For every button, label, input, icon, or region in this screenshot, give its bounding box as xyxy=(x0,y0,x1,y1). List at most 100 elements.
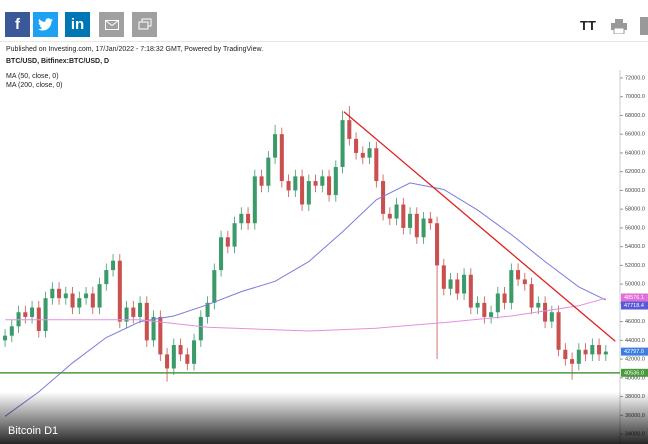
candle-body xyxy=(556,312,561,350)
y-tick-label: 44000.0 xyxy=(625,338,645,344)
candle-body xyxy=(543,302,548,322)
candle-body xyxy=(9,326,14,336)
legend-entry: MA (200, close, 0) xyxy=(6,82,63,89)
legend-entry: MA (50, close, 0) xyxy=(6,73,59,80)
divider xyxy=(0,41,648,42)
chart: 34000.036000.038000.040000.042000.044000… xyxy=(0,70,648,444)
candle-body xyxy=(327,176,332,196)
candle-body xyxy=(313,181,318,186)
candle-body xyxy=(549,312,554,322)
candle-body xyxy=(185,354,190,364)
candle-body xyxy=(144,302,149,341)
candle-body xyxy=(111,260,116,271)
candle-body xyxy=(360,152,365,158)
facebook-button[interactable]: f xyxy=(5,12,30,37)
y-tick-label: 72000.0 xyxy=(625,75,645,81)
symbol: BTC/USD, Bitfinex:BTC/USD, D xyxy=(6,58,110,65)
candle-body xyxy=(273,134,278,158)
y-tick-label: 42000.0 xyxy=(625,357,645,363)
y-tick-label: 68000.0 xyxy=(625,113,645,119)
y-tick-label: 52000.0 xyxy=(625,263,645,269)
price-label-box xyxy=(621,293,648,302)
candle-body xyxy=(205,302,210,317)
candle-body xyxy=(90,293,95,308)
caption: Bitcoin D1 xyxy=(8,425,58,437)
y-tick-label: 66000.0 xyxy=(625,132,645,138)
price-label: 48576.1 xyxy=(624,295,644,301)
y-tick-label: 54000.0 xyxy=(625,244,645,250)
candle-body xyxy=(293,176,298,191)
candle-body xyxy=(266,157,271,186)
candle-body xyxy=(516,270,521,280)
candle-body xyxy=(232,223,237,247)
candle-body xyxy=(239,213,244,224)
candle-body xyxy=(320,176,325,186)
candle-body xyxy=(394,204,399,219)
print-icon xyxy=(611,19,627,35)
candle-body xyxy=(151,316,156,341)
candle-body xyxy=(502,293,507,303)
candle-body xyxy=(171,345,176,369)
candle-body xyxy=(212,270,217,303)
candle-body xyxy=(23,312,28,317)
price-label-box xyxy=(621,301,648,310)
candle-body xyxy=(441,265,446,289)
candle-body xyxy=(367,148,372,158)
candle-body xyxy=(219,237,224,271)
y-tick-label: 64000.0 xyxy=(625,150,645,156)
candle-body xyxy=(50,288,55,299)
candle-body xyxy=(603,351,608,355)
candle-body xyxy=(77,298,82,308)
candle-body xyxy=(178,345,183,355)
candle-body xyxy=(138,302,143,317)
candle-body xyxy=(475,302,480,308)
copy-button[interactable] xyxy=(132,12,157,37)
y-tick-label: 62000.0 xyxy=(625,169,645,175)
twitter-button[interactable] xyxy=(33,12,58,37)
ma-line xyxy=(5,297,606,332)
candle-body xyxy=(536,302,541,308)
y-tick-label: 56000.0 xyxy=(625,225,645,231)
candle-body xyxy=(97,284,102,308)
candle-body xyxy=(333,166,338,196)
candle-body xyxy=(435,223,440,266)
bottom-shade xyxy=(0,392,648,444)
font-size-button[interactable]: TT xyxy=(580,18,596,33)
candle-body xyxy=(414,213,419,238)
candle-body xyxy=(3,335,8,341)
candle-body xyxy=(246,213,251,224)
print-button[interactable] xyxy=(611,19,627,39)
candle-body xyxy=(381,181,386,214)
candle-body xyxy=(117,260,122,322)
candle-body xyxy=(563,349,568,360)
candle-body xyxy=(70,293,75,308)
price-label: 40536.0 xyxy=(624,370,644,376)
candle-body xyxy=(340,120,345,167)
candle-body xyxy=(306,181,311,205)
candle-body xyxy=(43,298,48,331)
y-tick-label: 50000.0 xyxy=(625,282,645,288)
candle-body xyxy=(279,134,284,182)
share-edge xyxy=(640,17,648,35)
candle-body xyxy=(408,213,413,228)
candle-body xyxy=(455,279,460,294)
candle-body xyxy=(482,302,487,317)
price-label-box xyxy=(621,368,648,377)
candle-body xyxy=(468,274,473,308)
candle-body xyxy=(198,316,203,341)
email-button[interactable] xyxy=(99,12,124,37)
price-label: 47718.4 xyxy=(624,303,644,309)
trendline xyxy=(343,111,616,342)
candle-body xyxy=(387,213,392,219)
candle-body xyxy=(259,176,264,186)
candle-body xyxy=(401,204,406,228)
mail-icon xyxy=(104,19,119,30)
y-tick-label: 60000.0 xyxy=(625,188,645,194)
twitter-icon xyxy=(38,18,53,31)
linkedin-button[interactable]: in xyxy=(65,12,90,37)
candle-body xyxy=(428,218,433,224)
candle-body xyxy=(30,307,35,317)
candle-body xyxy=(529,284,534,308)
candle-body xyxy=(63,293,68,299)
